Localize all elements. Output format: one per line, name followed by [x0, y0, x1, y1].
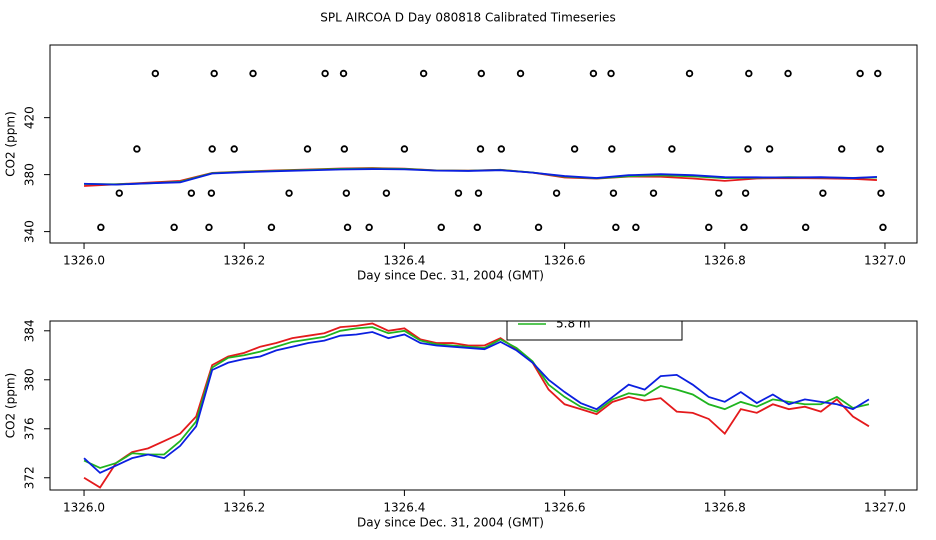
marker [339, 69, 348, 78]
x-tick-label: 1326.2 [223, 501, 265, 515]
marker [474, 189, 483, 197]
marker [715, 189, 723, 197]
marker [365, 223, 373, 232]
x-axis-label: Day since Dec. 31, 2004 (GMT) [357, 516, 544, 530]
marker [170, 223, 178, 232]
marker [765, 145, 774, 153]
marker [207, 189, 216, 197]
marker [876, 145, 884, 153]
marker [210, 69, 218, 78]
marker [205, 223, 213, 232]
marker [819, 189, 827, 197]
y-tick-label: 420 [23, 106, 37, 129]
legend: 5.8 m [506, 317, 683, 341]
marker [497, 145, 506, 153]
series-line [83, 331, 870, 474]
series-line [84, 168, 877, 186]
y-tick-label: 380 [23, 163, 37, 186]
marker [589, 69, 598, 78]
x-tick-label: 1326.0 [63, 254, 105, 268]
marker [649, 189, 658, 197]
series-line [83, 326, 870, 469]
marker [745, 69, 753, 78]
x-tick-label: 1326.8 [704, 501, 746, 515]
x-tick-label: 1327.0 [864, 501, 906, 515]
y-tick-label: 340 [23, 220, 37, 243]
legend-box [506, 321, 683, 341]
marker [230, 145, 238, 153]
y-axis-label: CO2 (ppm) [4, 111, 18, 177]
x-tick-label: 1326.6 [544, 254, 586, 268]
marker [685, 69, 694, 78]
marker [744, 145, 752, 153]
marker [668, 145, 676, 153]
panel: 1326.0 1326.2 1326.4 1326.6 1326.8 1327.0 340 3… [4, 44, 918, 283]
marker [473, 223, 481, 232]
marker [400, 145, 409, 153]
series-line [83, 322, 870, 489]
plot-area [83, 69, 887, 232]
y-tick-label: 372 [23, 466, 37, 489]
marker [856, 69, 864, 78]
marker [476, 145, 485, 153]
marker [133, 145, 141, 153]
x-axis-label: Day since Dec. 31, 2004 (GMT) [357, 269, 544, 283]
y-axis-label: CO2 (ppm) [4, 373, 18, 439]
marker [321, 69, 329, 78]
marker [285, 189, 293, 197]
marker [534, 223, 543, 232]
marker [632, 223, 640, 232]
marker [437, 223, 445, 232]
legend-label: 5.8 m [556, 317, 591, 331]
marker [609, 189, 618, 197]
marker [607, 69, 615, 78]
x-tick-label: 1326.4 [383, 501, 425, 515]
marker [208, 145, 216, 153]
marker [740, 223, 748, 232]
marker [877, 189, 885, 197]
marker [838, 145, 846, 153]
x-tick-label: 1326.2 [223, 254, 265, 268]
y-tick-label: 380 [23, 368, 37, 391]
marker [552, 189, 561, 197]
marker [340, 145, 349, 153]
marker [115, 189, 123, 197]
marker [612, 223, 620, 232]
x-tick-label: 1326.6 [544, 501, 586, 515]
marker [705, 223, 713, 232]
marker [97, 223, 105, 232]
marker [267, 223, 276, 232]
x-tick-label: 1327.0 [864, 254, 906, 268]
marker [874, 69, 882, 78]
marker [741, 189, 750, 197]
marker [419, 69, 428, 78]
y-tick-label: 376 [23, 417, 37, 440]
marker [249, 69, 257, 78]
panel: 1326.0 1326.2 1326.4 1326.6 1326.8 1327.0 372 3… [4, 317, 918, 530]
marker [343, 223, 352, 232]
x-tick-label: 1326.8 [704, 254, 746, 268]
y-tick-label: 384 [23, 319, 37, 342]
marker [801, 223, 810, 232]
marker [382, 189, 391, 197]
plot-frame [49, 320, 918, 491]
plot-area [83, 322, 870, 489]
marker [570, 145, 579, 153]
page-title: SPL AIRCOA D Day 080818 Calibrated Times… [320, 11, 615, 25]
marker [454, 189, 463, 197]
marker [784, 69, 792, 78]
marker [477, 69, 485, 78]
marker [303, 145, 312, 153]
x-tick-label: 1326.0 [63, 501, 105, 515]
marker [608, 145, 616, 153]
x-tick-label: 1326.4 [383, 254, 425, 268]
marker [342, 189, 351, 197]
marker [516, 69, 525, 78]
marker [187, 189, 196, 197]
plot-frame [49, 44, 918, 244]
marker [151, 69, 160, 78]
marker [879, 223, 887, 232]
